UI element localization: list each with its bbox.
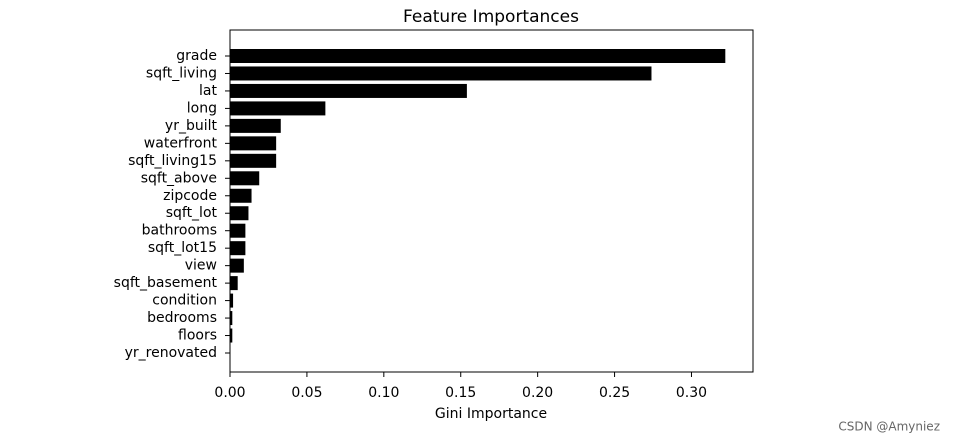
bar xyxy=(230,66,651,80)
y-tick-label: view xyxy=(185,258,217,274)
y-tick-label: yr_built xyxy=(165,118,218,134)
y-tick-label: grade xyxy=(176,48,217,64)
bar xyxy=(230,276,238,290)
y-tick-label: long xyxy=(187,100,217,116)
y-tick-label: yr_renovated xyxy=(125,345,217,361)
x-tick-label: 0.10 xyxy=(368,385,399,401)
y-tick-label: bathrooms xyxy=(142,223,217,239)
x-tick-label: 0.20 xyxy=(522,385,553,401)
x-tick-label: 0.00 xyxy=(214,385,245,401)
bar xyxy=(230,189,252,203)
y-tick-label: sqft_lot xyxy=(166,205,218,221)
y-tick-label: condition xyxy=(152,293,217,309)
bar xyxy=(230,154,276,168)
bar xyxy=(230,311,232,325)
x-tick-label: 0.25 xyxy=(599,385,630,401)
bar xyxy=(230,241,245,255)
y-tick-label: sqft_basement xyxy=(114,275,218,291)
y-tick-label: waterfront xyxy=(144,135,218,151)
bar xyxy=(230,224,245,238)
x-axis-label: Gini Importance xyxy=(435,406,547,422)
y-tick-label: sqft_above xyxy=(141,170,217,186)
y-tick-label: sqft_lot15 xyxy=(148,240,217,256)
bar xyxy=(230,49,725,63)
bar xyxy=(230,206,248,220)
bar xyxy=(230,171,259,185)
bar xyxy=(230,101,325,115)
x-tick-label: 0.30 xyxy=(676,385,707,401)
bar xyxy=(230,294,233,308)
bar xyxy=(230,329,232,343)
watermark: CSDN @Amyniez xyxy=(838,420,940,434)
bar xyxy=(230,136,276,150)
y-tick-label: lat xyxy=(199,83,217,99)
bar xyxy=(230,84,467,98)
y-tick-label: bedrooms xyxy=(147,310,217,326)
y-tick-label: sqft_living xyxy=(146,65,217,81)
y-tick-label: zipcode xyxy=(163,188,217,204)
chart-title: Feature Importances xyxy=(403,7,579,27)
plot-frame xyxy=(230,30,753,372)
bar xyxy=(230,259,244,273)
x-tick-label: 0.05 xyxy=(291,385,322,401)
y-tick-label: floors xyxy=(178,328,217,344)
x-tick-label: 0.15 xyxy=(445,385,476,401)
bar xyxy=(230,119,281,133)
y-tick-label: sqft_living15 xyxy=(128,153,217,169)
